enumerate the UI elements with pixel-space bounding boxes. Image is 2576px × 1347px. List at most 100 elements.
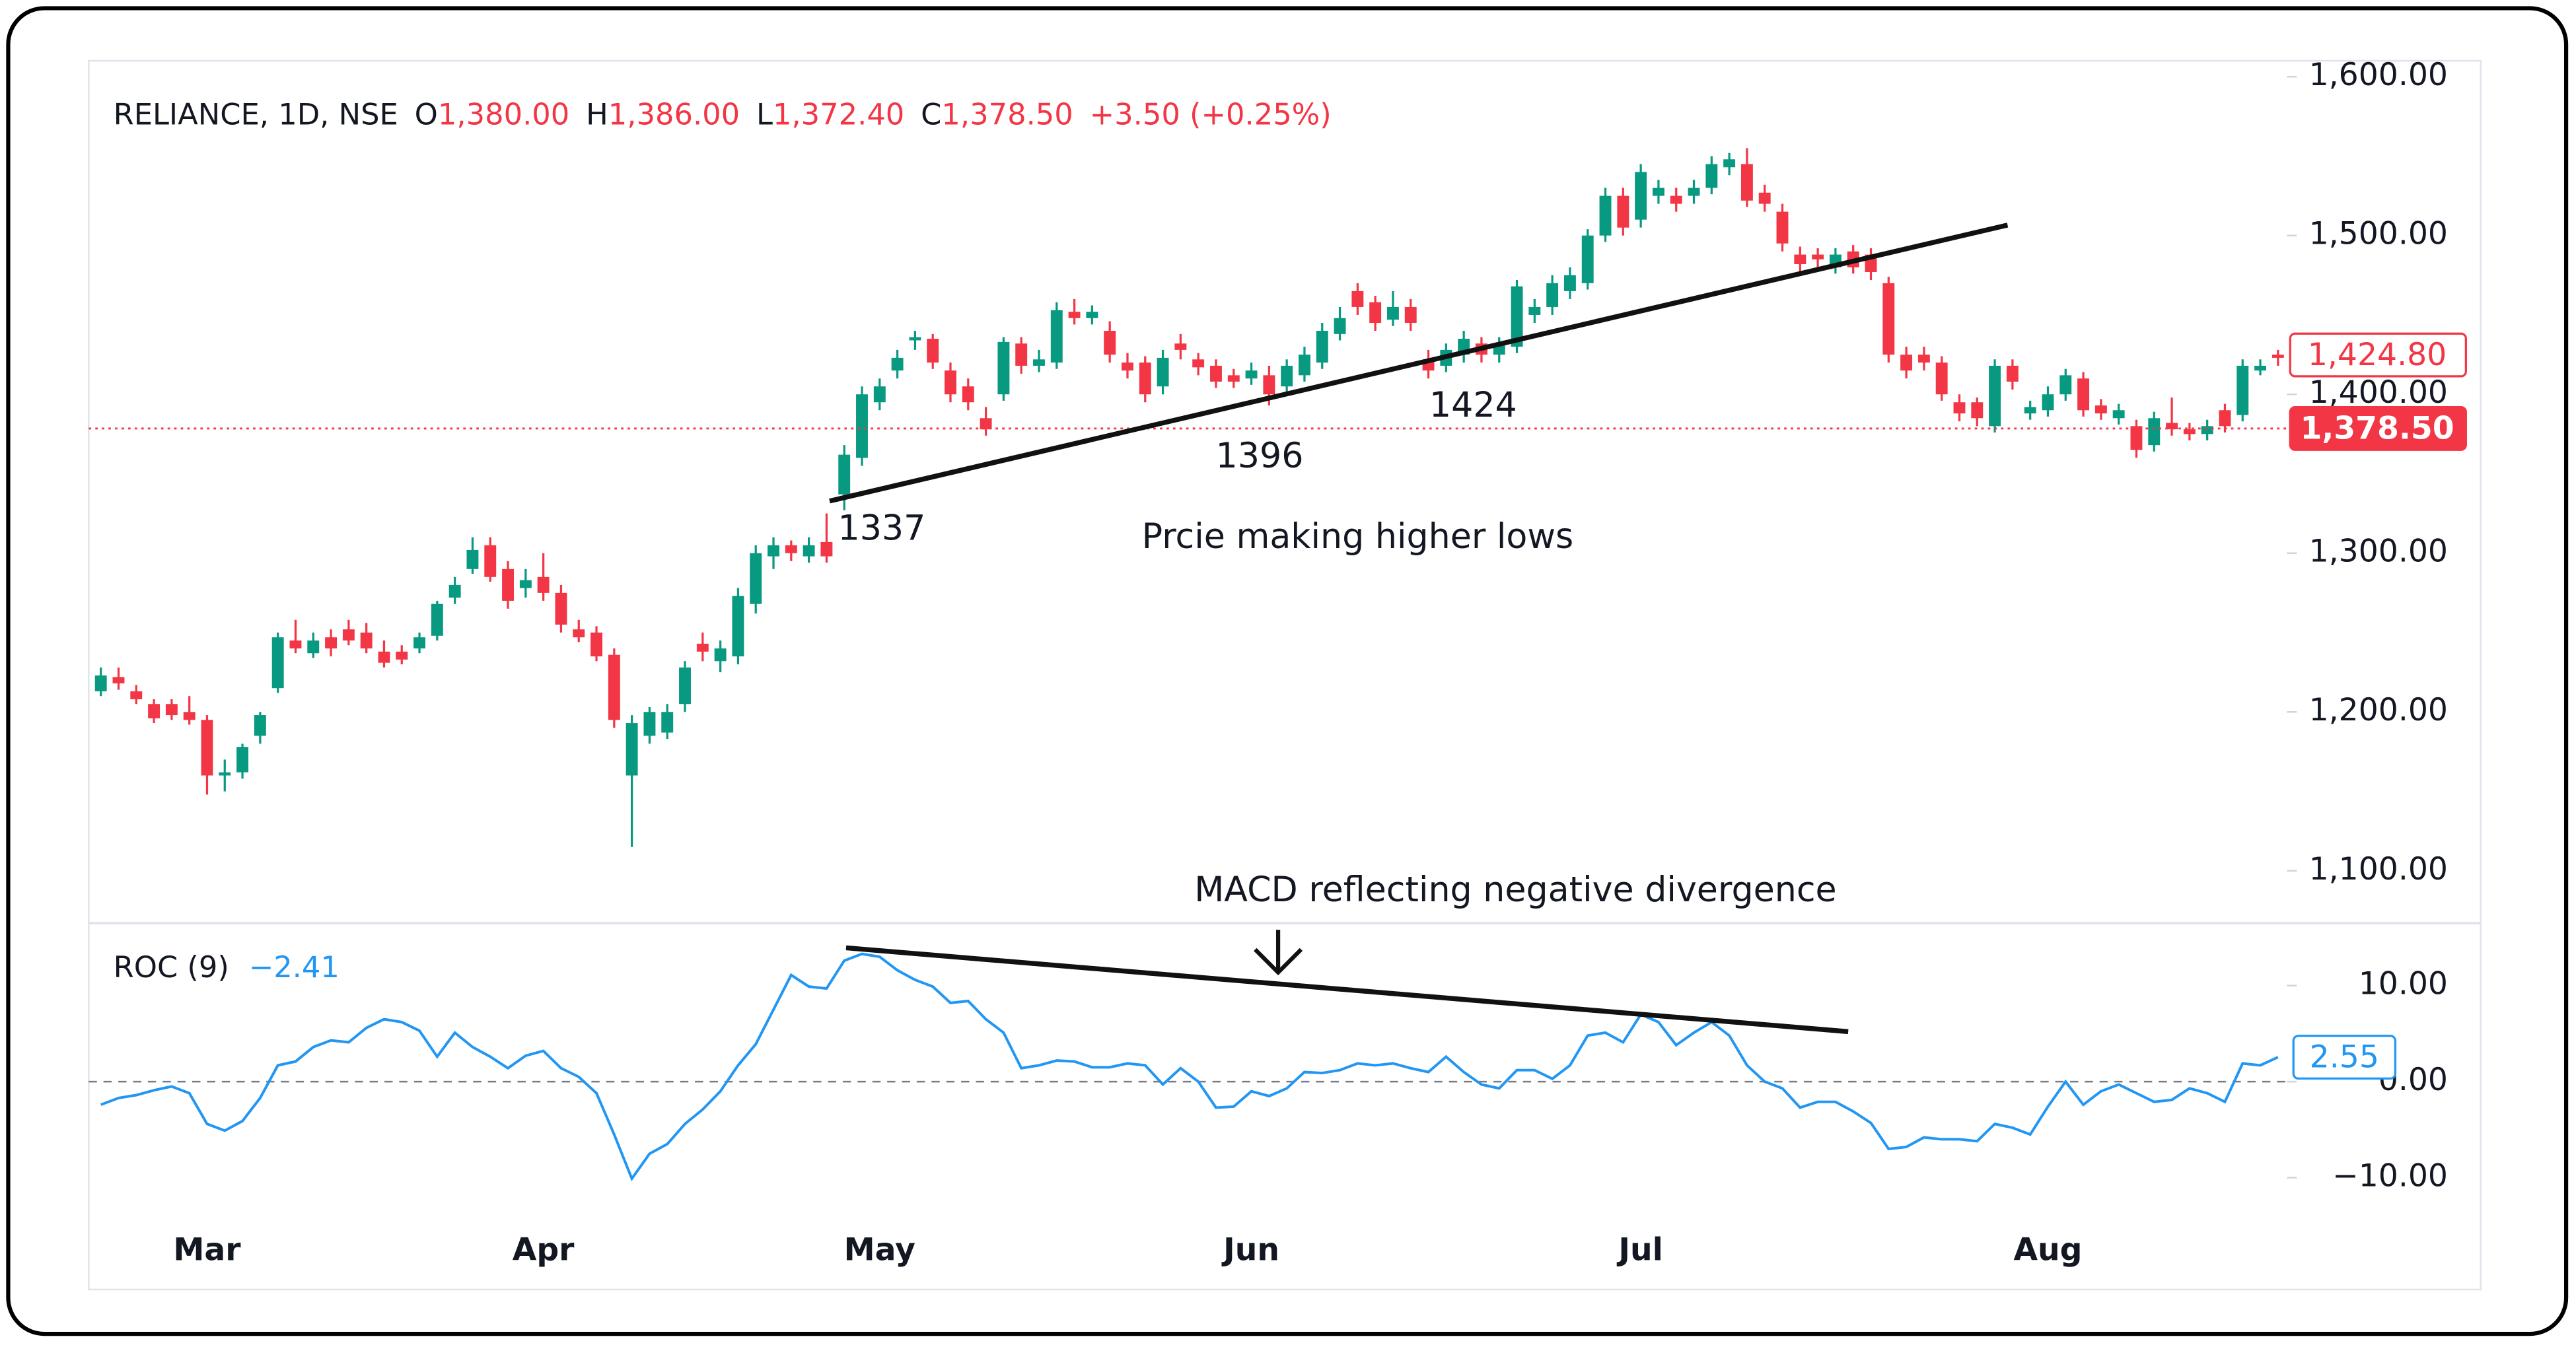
candle-body [2201,426,2213,434]
ohlc-key: H [586,97,608,132]
candle-body [431,604,443,636]
ohlc-value: 1,378.50 [941,97,1073,132]
trend-line [829,223,2009,504]
candle-body [1316,331,1328,363]
chart-area [88,59,2482,1291]
candle-body [1298,355,1310,376]
header: RELIANCE, 1D, NSE O1,380.00 H1,386.00 L1,37… [114,97,1332,132]
candle-body [714,648,727,662]
y-tick-label: 1,200.00 [2309,692,2448,728]
candle-body [1139,363,1151,395]
candle-body [1776,211,1789,244]
candle-body [219,772,231,776]
change: +3.50 (+0.25%) [1090,97,1332,132]
candle-body [891,357,904,371]
y-tick-label: 1,400.00 [2309,374,2448,411]
candle-body [927,339,939,363]
candle-body [360,632,373,649]
candle-body [537,576,550,593]
candle-body [945,370,956,395]
candle-body [555,592,567,625]
candle-body [396,651,408,660]
candle-body [2183,429,2196,434]
candle-body [1281,365,1293,387]
candle-body [1086,312,1098,318]
annotation: MACD reflecting negative divergence [1194,870,1836,910]
candle-body [643,712,656,736]
candle-body [1386,306,1399,320]
candle-body [785,545,797,553]
indicator-title: ROC (9) −2.41 [114,950,340,984]
indicator-name: ROC (9) [114,950,229,984]
price-tag [2289,332,2467,378]
candle-body [1546,283,1559,307]
ohlc-key: L [756,97,773,132]
candle-body [1511,286,1523,347]
candle-body [1210,365,1222,382]
labels: 1,100.00 1,200.00 1,300.00 1,400.00 1,500.00… [114,57,2467,1268]
candle-body [378,651,390,663]
candle-body [519,580,532,588]
price-tag-label: 1,378.50 [2300,410,2454,446]
candle-body [1174,343,1187,350]
candle-body [696,643,709,652]
candle-body [1635,172,1647,220]
candle-body [679,667,691,705]
candle-body [626,723,638,776]
price-tag [2289,405,2467,451]
candle-body [1900,355,1913,371]
candle-body [1033,359,1045,366]
candle-body [1989,365,2001,427]
symbol: RELIANCE, 1D, NSE [114,97,398,132]
candle-body [484,545,497,577]
candle-body [1599,195,1612,236]
arrow-head [1254,948,1303,976]
candle-body [271,637,284,689]
candle-body [590,632,602,657]
candle-body [1122,363,1133,371]
x-tick-label: Mar [173,1232,241,1268]
candle-body [1104,331,1116,355]
y-tick-label: 1,600.00 [2309,57,2448,93]
candle-body [2236,365,2249,415]
candle-body [1670,195,1682,204]
candle-body [1334,318,1346,334]
candle-body [2130,426,2143,450]
candle-body [750,553,762,604]
ohlc-value: 1,386.00 [608,97,740,132]
candle-body [307,640,320,654]
annotation: Prcie making higher lows [1142,517,1574,557]
candle-body [1723,159,1736,168]
y-tick-label: 1,500.00 [2309,216,2448,252]
candle-body [342,629,355,641]
candle-body [997,341,1010,395]
candle-body [94,675,107,691]
candle-body [1581,235,1594,283]
ohlc-value: 1,372.40 [773,97,904,132]
candle-body [1528,306,1541,315]
candle-body [2024,407,2036,414]
candle-body [980,418,992,430]
candle-body [838,454,851,495]
candle-body [2059,375,2072,395]
y-tick-label: 10.00 [2359,966,2448,1002]
candle-body [820,541,833,557]
marks [89,75,2297,1182]
candle-body [1812,254,1824,259]
candle-body [1882,283,1895,355]
candle-body [183,712,196,720]
candle-body [1740,164,1753,201]
x-tick-label: Aug [2013,1232,2082,1268]
candle-body [1935,363,1948,395]
candle-body [2272,355,2284,358]
candle-body [1015,343,1028,366]
x-tick-label: May [844,1232,915,1268]
roc-line [100,952,2279,1182]
y-tick-label: −10.00 [2332,1158,2448,1194]
candle-body [466,549,479,569]
candle-body [1563,275,1576,291]
candle-body [2042,394,2054,411]
candle-body [413,637,426,649]
candle-body [608,654,620,720]
